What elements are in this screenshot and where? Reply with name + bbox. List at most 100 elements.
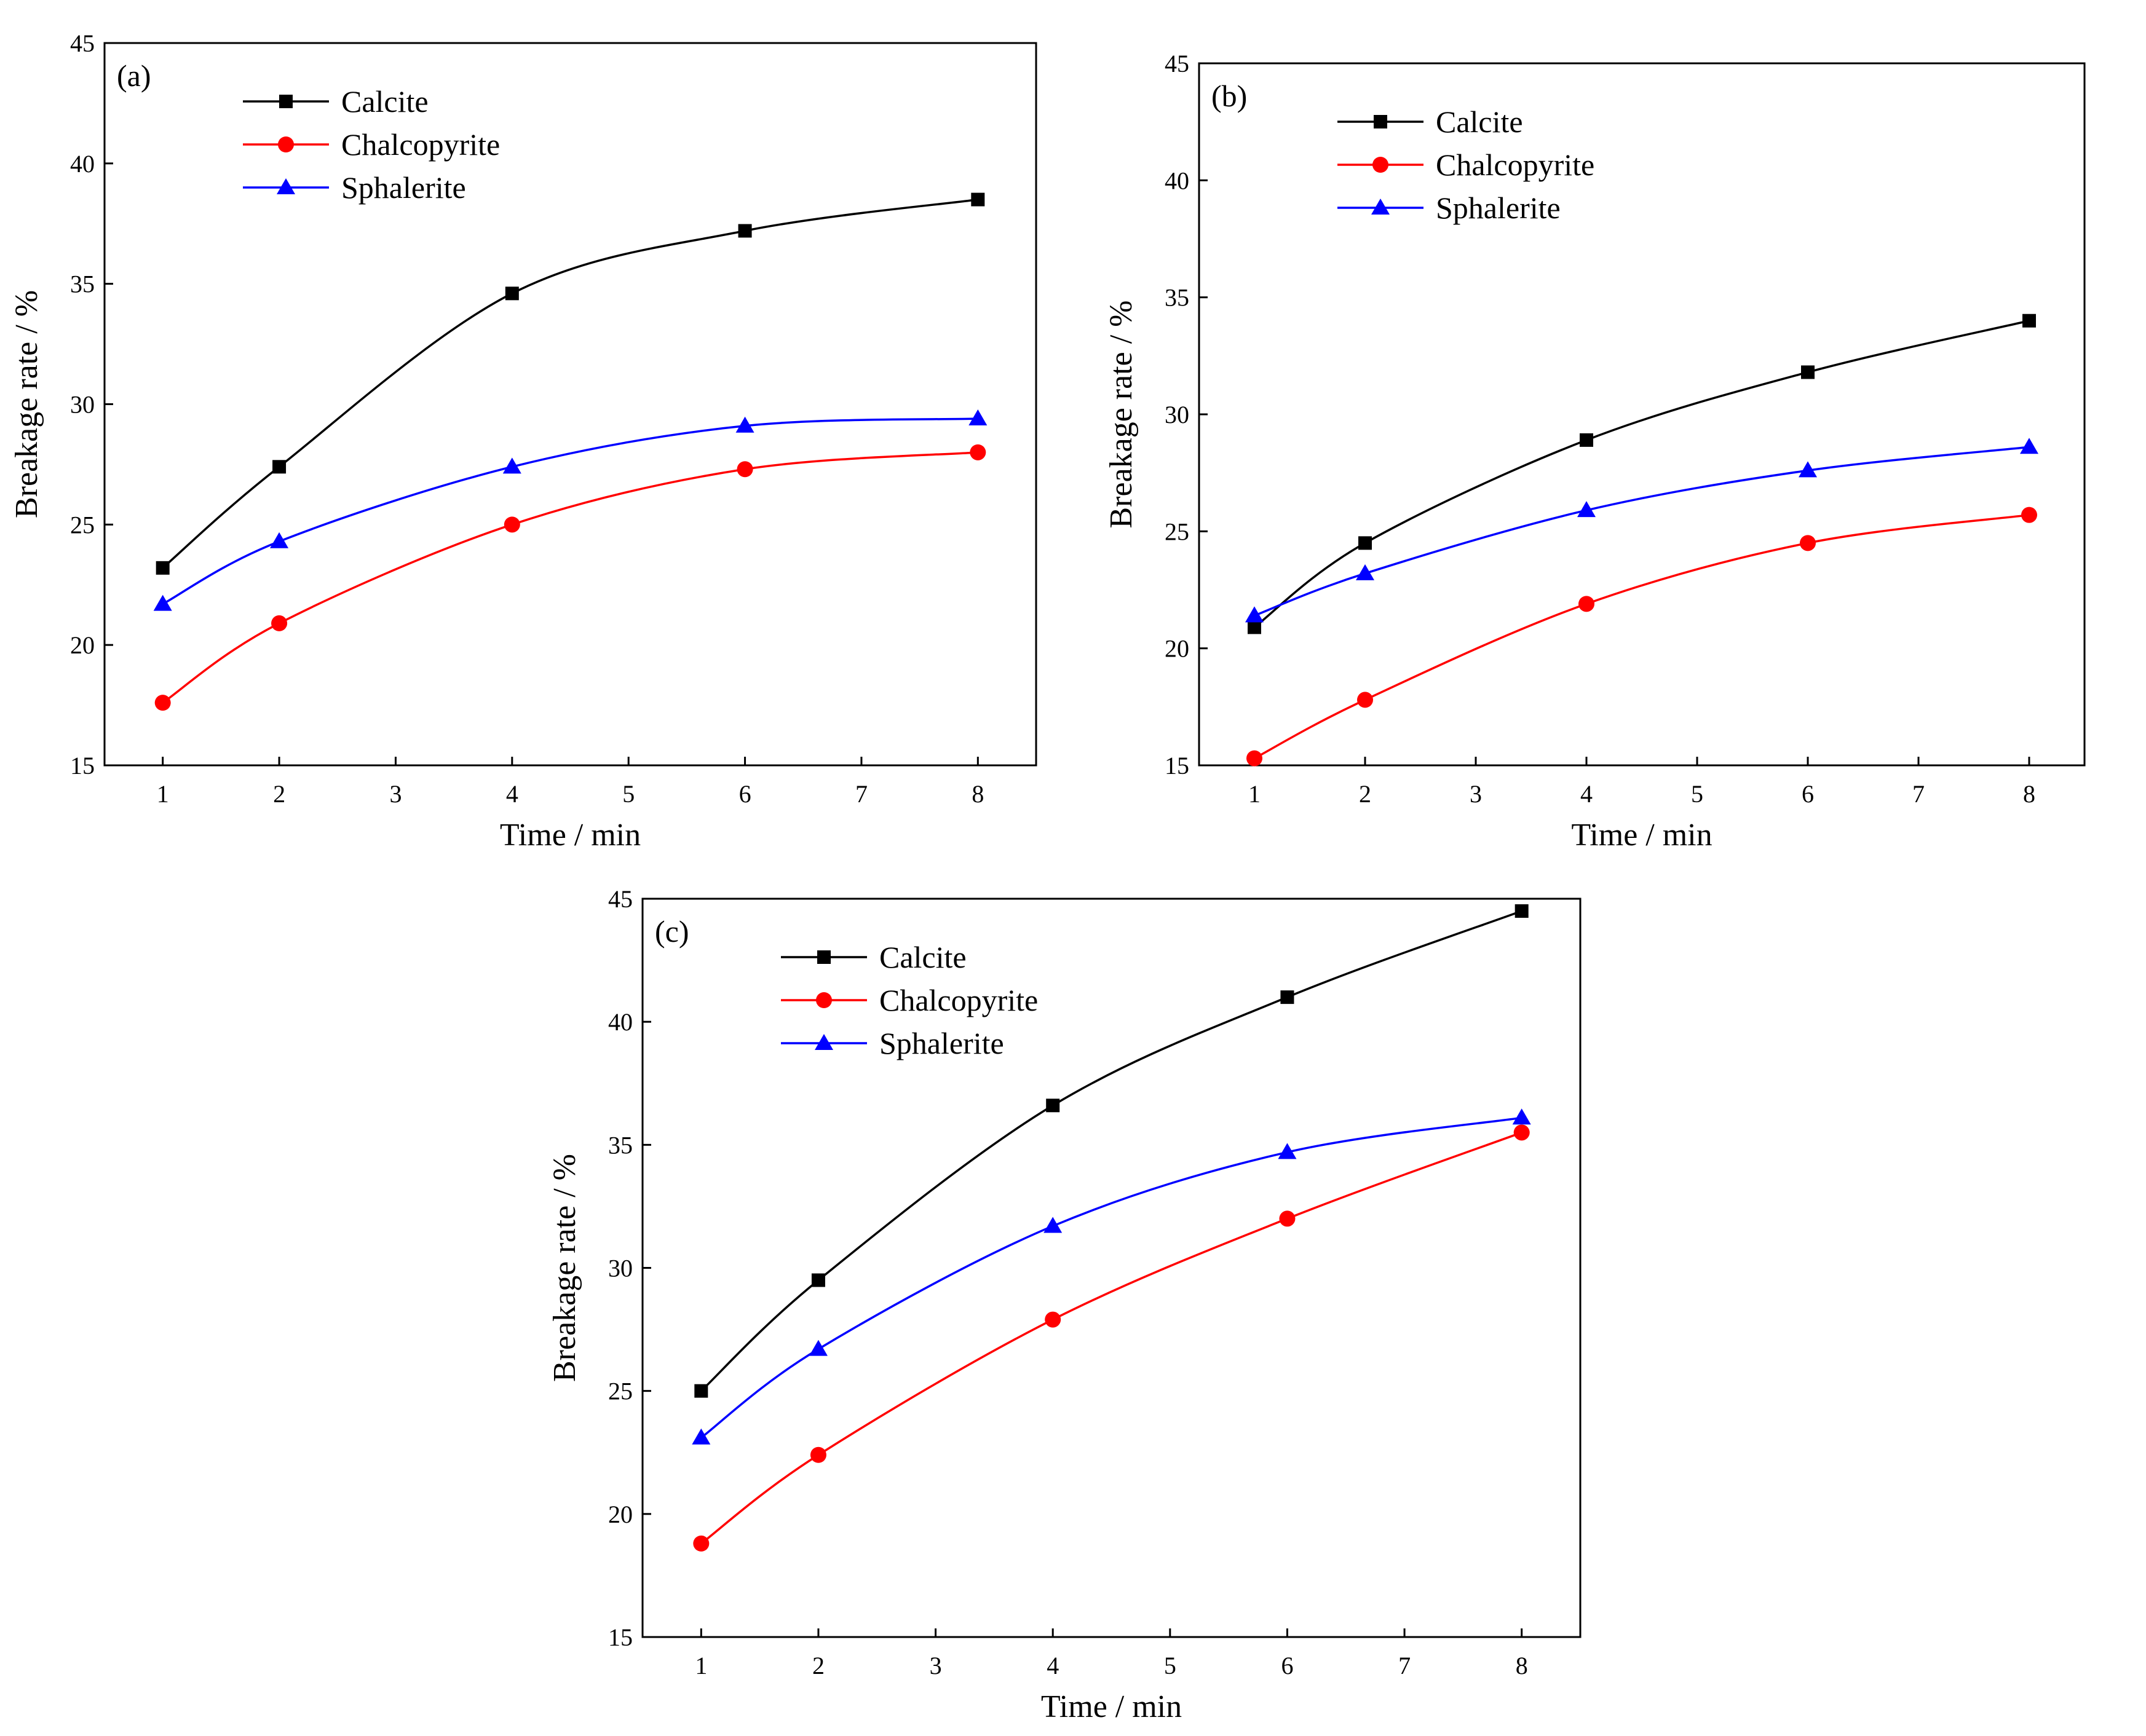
sphalerite-point xyxy=(270,532,289,548)
legend-chalcopyrite-marker xyxy=(278,136,294,152)
y-tick-label: 25 xyxy=(1165,518,1189,545)
chalcopyrite-point xyxy=(693,1535,710,1552)
y-tick-label: 15 xyxy=(1165,752,1189,779)
legend-chalcopyrite-marker xyxy=(816,992,832,1008)
calcite-point xyxy=(1514,904,1529,918)
calcite-line xyxy=(1253,320,2030,628)
legend-calcite-marker xyxy=(279,95,293,108)
x-tick-label: 1 xyxy=(695,1652,707,1679)
sphalerite-point xyxy=(1245,606,1264,623)
calcite-point xyxy=(971,192,985,207)
chalcopyrite-point xyxy=(1357,692,1373,708)
y-axis-title: Breakage rate / % xyxy=(9,290,44,518)
legend-calcite-marker xyxy=(1374,115,1387,128)
sphalerite-line xyxy=(700,1116,1522,1439)
y-tick-label: 25 xyxy=(70,511,95,539)
x-tick-label: 7 xyxy=(855,780,868,808)
x-tick-label: 1 xyxy=(1248,780,1261,808)
calcite-point xyxy=(1046,1099,1060,1113)
y-tick-label: 35 xyxy=(1165,284,1189,312)
x-tick-label: 2 xyxy=(812,1652,825,1679)
chalcopyrite-point xyxy=(810,1446,826,1463)
chalcopyrite-point xyxy=(1578,596,1594,612)
y-axis-title: Breakage rate / % xyxy=(547,1154,582,1382)
y-tick-label: 45 xyxy=(70,30,95,57)
sphalerite-point xyxy=(153,594,172,611)
legend-calcite-label: Calcite xyxy=(341,84,429,119)
chalcopyrite-point xyxy=(504,516,520,533)
x-tick-label: 5 xyxy=(1164,1652,1176,1679)
legend-sphalerite-label: Sphalerite xyxy=(1436,191,1561,225)
sphalerite-point xyxy=(1577,501,1596,518)
x-axis-title: Time / min xyxy=(500,818,641,853)
calcite-point xyxy=(505,286,519,301)
x-tick-label: 3 xyxy=(389,780,402,808)
legend-sphalerite-marker xyxy=(815,1034,833,1050)
sphalerite-point xyxy=(1356,564,1374,580)
calcite-point xyxy=(272,460,287,474)
y-tick-label: 35 xyxy=(608,1131,633,1159)
x-tick-label: 3 xyxy=(930,1652,942,1679)
legend-calcite-marker xyxy=(817,950,831,964)
calcite-point xyxy=(156,561,170,575)
calcite-point xyxy=(694,1384,708,1398)
x-tick-label: 7 xyxy=(1398,1652,1411,1679)
y-tick-label: 45 xyxy=(608,885,633,913)
x-tick-label: 8 xyxy=(2023,780,2035,808)
chalcopyrite-point xyxy=(1800,535,1816,551)
y-tick-label: 35 xyxy=(70,270,95,298)
legend-sphalerite-label: Sphalerite xyxy=(879,1026,1004,1060)
legend-chalcopyrite-label: Chalcopyrite xyxy=(1436,148,1594,182)
y-tick-label: 15 xyxy=(70,752,95,779)
sphalerite-line xyxy=(1254,446,2030,617)
chalcopyrite-point xyxy=(271,615,288,631)
sphalerite-point xyxy=(692,1428,711,1445)
y-tick-label: 30 xyxy=(70,391,95,419)
legend-sphalerite-marker xyxy=(1371,199,1390,215)
legend-calcite-label: Calcite xyxy=(879,940,967,974)
legend-sphalerite-marker xyxy=(277,178,295,194)
x-tick-label: 8 xyxy=(972,780,984,808)
calcite-point xyxy=(1580,433,1593,447)
chalcopyrite-line xyxy=(1254,513,2030,760)
legend-sphalerite-label: Sphalerite xyxy=(341,170,466,205)
y-tick-label: 40 xyxy=(608,1008,633,1036)
sphalerite-point xyxy=(1512,1108,1531,1125)
sphalerite-point xyxy=(809,1339,828,1356)
y-tick-label: 40 xyxy=(1165,167,1189,194)
x-tick-label: 5 xyxy=(622,780,635,808)
sphalerite-point xyxy=(2020,438,2038,454)
y-tick-label: 20 xyxy=(1165,635,1189,663)
y-tick-label: 20 xyxy=(70,631,95,659)
x-tick-label: 3 xyxy=(1470,780,1482,808)
chalcopyrite-point xyxy=(970,444,986,460)
calcite-point xyxy=(738,224,752,238)
calcite-point xyxy=(2022,314,2036,328)
sphalerite-point xyxy=(735,416,754,433)
x-tick-label: 7 xyxy=(1912,780,1925,808)
y-tick-label: 20 xyxy=(608,1501,633,1528)
x-tick-label: 6 xyxy=(1802,780,1814,808)
calcite-point xyxy=(1801,365,1815,379)
x-tick-label: 6 xyxy=(739,780,751,808)
chalcopyrite-point xyxy=(1045,1311,1061,1328)
sphalerite-point xyxy=(1799,461,1817,478)
chalcopyrite-point xyxy=(1279,1210,1296,1227)
panel-label: (a) xyxy=(117,58,151,93)
x-tick-label: 6 xyxy=(1281,1652,1293,1679)
x-tick-label: 2 xyxy=(1359,780,1371,808)
chalcopyrite-point xyxy=(737,461,753,478)
legend-calcite-label: Calcite xyxy=(1436,105,1523,139)
sphalerite-point xyxy=(1278,1143,1297,1159)
x-tick-label: 4 xyxy=(1047,1652,1059,1679)
legend-chalcopyrite-marker xyxy=(1372,157,1388,173)
calcite-point xyxy=(1248,620,1261,634)
legend-chalcopyrite-label: Chalcopyrite xyxy=(341,127,500,162)
y-axis-title: Breakage rate / % xyxy=(1104,300,1139,528)
sphalerite-line xyxy=(162,417,978,606)
